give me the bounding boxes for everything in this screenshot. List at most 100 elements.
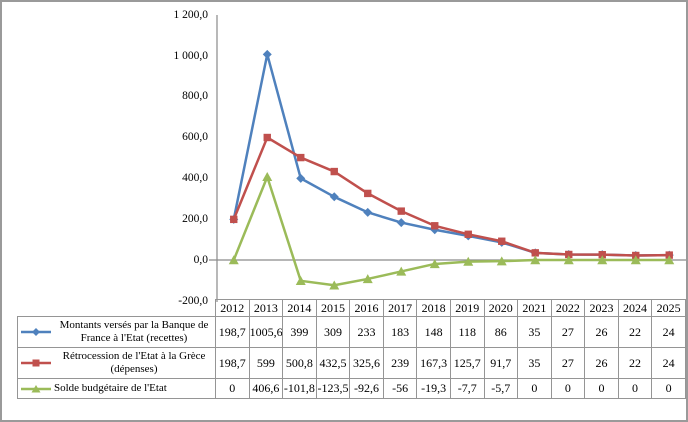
- series-2-point: [431, 222, 439, 230]
- series-1-point: [363, 207, 373, 217]
- series-1-point: [396, 218, 406, 228]
- value-cell: 26: [584, 316, 619, 348]
- series-2-point: [565, 250, 573, 259]
- series-3-point: [597, 255, 608, 265]
- line-chart-plot: [209, 15, 686, 302]
- series-2-point: [330, 167, 338, 176]
- value-cell: 0: [550, 378, 586, 399]
- series-3-point: [362, 274, 373, 284]
- year-header-cell: 2024: [617, 299, 653, 317]
- value-cell: 183: [382, 316, 418, 348]
- series-3-point: [496, 256, 507, 266]
- value-cell: 24: [651, 347, 686, 379]
- value-cell: -19,3: [416, 378, 451, 399]
- value-cell: -5,7: [483, 378, 519, 399]
- value-cell: 1005,6: [248, 316, 284, 348]
- table-row-series-1: Montants versés par la Banque de France …: [17, 316, 686, 348]
- series-1-point: [329, 192, 339, 202]
- y-axis-tick-label: 800,0: [182, 90, 208, 103]
- series-2-point: [297, 153, 305, 162]
- value-cell: 599: [248, 347, 284, 379]
- series-3-point: [329, 280, 340, 290]
- value-cell: 0: [651, 378, 686, 399]
- year-header-cell: 2013: [248, 299, 284, 317]
- value-cell: 0: [215, 378, 250, 399]
- year-header-cell: 2015: [315, 299, 351, 317]
- value-cell: 24: [651, 316, 686, 348]
- series-3-point: [228, 255, 239, 265]
- value-cell: 432,5: [315, 347, 351, 379]
- value-cell: -123,5: [315, 378, 351, 399]
- y-axis-tick-label: -200,0: [178, 294, 208, 307]
- series-2-point: [665, 251, 673, 259]
- legend-cell: Solde budgétaire de l'Etat: [17, 378, 216, 399]
- data-table: 2012 2013 2014 2015 2016 2017 2018 2019 2020 2021…: [17, 299, 686, 399]
- year-header-cell: 2017: [382, 299, 418, 317]
- legend-label: Solde budgétaire de l'Etat: [54, 382, 167, 395]
- year-header-cell: 2023: [584, 299, 619, 317]
- legend-cell: Rétrocession de l'Etat à la Grèce (dépen…: [17, 347, 216, 379]
- series-line-3: [232, 175, 670, 287]
- value-cell: 125,7: [449, 347, 485, 379]
- value-cell: -92,6: [349, 378, 384, 399]
- value-cell: -101,8: [282, 378, 317, 399]
- series-3-point: [429, 259, 440, 269]
- series-2-point: [498, 237, 506, 245]
- year-header-row: 2012 2013 2014 2015 2016 2017 2018 2019 2020 2021…: [18, 299, 686, 317]
- value-cell: 27: [550, 316, 586, 348]
- year-header-cell: 2012: [215, 299, 250, 317]
- legend-diamond-marker-icon: [21, 328, 51, 336]
- year-header-cell: 2014: [282, 299, 317, 317]
- value-cell: 198,7: [215, 316, 250, 348]
- legend-label: Montants versés par la Banque de France …: [59, 319, 209, 344]
- value-cell: 500,8: [282, 347, 317, 379]
- value-cell: 198,7: [215, 347, 250, 379]
- series-2-point: [263, 133, 271, 142]
- series-3-point: [630, 255, 641, 265]
- series-2-point: [364, 189, 372, 198]
- series-2-point: [531, 249, 539, 257]
- legend-cell: Montants versés par la Banque de France …: [17, 316, 216, 348]
- value-cell: 0: [517, 378, 552, 399]
- value-cell: 27: [550, 347, 586, 379]
- legend-square-marker-icon: [21, 359, 51, 367]
- year-header-cell: 2020: [483, 299, 519, 317]
- series-3-point: [262, 172, 273, 182]
- series-3-point: [664, 255, 675, 265]
- value-cell: 399: [282, 316, 317, 348]
- table-row-series-3: Solde budgétaire de l'Etat 0 406,6 -101,8 -1…: [17, 378, 686, 399]
- table-row-series-2: Rétrocession de l'Etat à la Grèce (dépen…: [17, 347, 686, 379]
- year-header-cell: 2019: [449, 299, 485, 317]
- value-cell: 167,3: [416, 347, 451, 379]
- value-cell: 35: [517, 316, 552, 348]
- value-cell: 406,6: [248, 378, 284, 399]
- value-cell: 0: [617, 378, 653, 399]
- series-3-point: [530, 255, 541, 265]
- y-axis-tick-label: 400,0: [182, 171, 208, 184]
- series-3-point: [396, 266, 407, 276]
- y-axis-tick-label: 600,0: [182, 131, 208, 144]
- value-cell: 22: [617, 316, 653, 348]
- series-line-2: [232, 136, 670, 257]
- value-cell: 86: [483, 316, 519, 348]
- series-1-point: [296, 173, 306, 183]
- series-2-point: [464, 230, 472, 238]
- year-header-cell: 2018: [416, 299, 451, 317]
- year-header-cell: 2022: [550, 299, 586, 317]
- value-cell: 325,6: [349, 347, 384, 379]
- year-header-cell: 2021: [517, 299, 552, 317]
- y-axis-tick-label: 1 000,0: [173, 49, 209, 62]
- value-cell: 309: [315, 316, 351, 348]
- year-header-cell: 2016: [349, 299, 384, 317]
- series-2-point: [397, 207, 405, 215]
- series-1-point: [262, 49, 272, 59]
- value-cell: 35: [517, 347, 552, 379]
- series-2-point: [230, 215, 238, 224]
- value-cell: 239: [382, 347, 418, 379]
- y-axis-tick-label: 0,0: [193, 253, 208, 266]
- series-2-point: [598, 250, 606, 259]
- y-axis-tick-label: 200,0: [182, 212, 208, 225]
- value-cell: 22: [617, 347, 653, 379]
- year-header-cell: 2025: [651, 299, 686, 317]
